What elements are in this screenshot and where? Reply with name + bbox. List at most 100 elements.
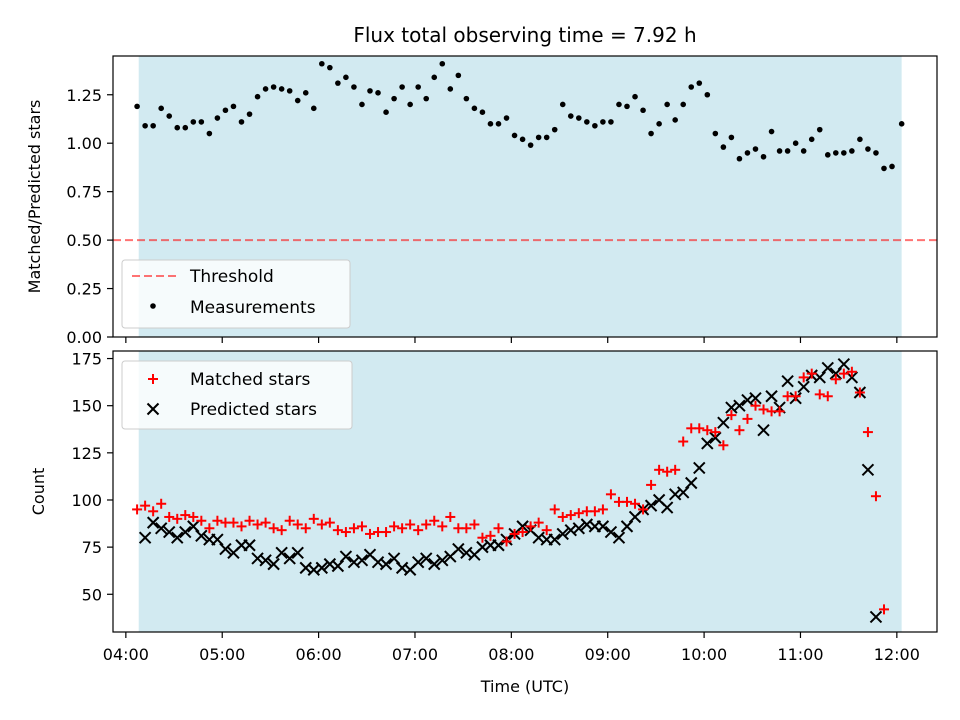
x-tick-label: 05:00	[199, 645, 245, 664]
predicted-star-point	[146, 516, 160, 529]
measurement-point	[567, 113, 574, 119]
bottom-axes-frame	[112, 350, 938, 633]
cross-b	[283, 552, 296, 565]
predicted-star-point	[709, 431, 722, 444]
predicted-star-point	[781, 374, 794, 388]
matched-star-point	[429, 515, 440, 526]
predicted-star-point	[556, 527, 569, 541]
measurement-point	[150, 122, 156, 129]
measurement-point	[696, 80, 703, 86]
measurement-point	[254, 93, 261, 100]
measurement-point	[768, 128, 775, 135]
cross-b	[749, 391, 762, 405]
bottom-x-ticks: 04:00 05:00 06:00 07:00 08:00 09:00 10:00 11:00…	[103, 632, 920, 664]
measurement-point	[367, 88, 373, 94]
predicted-star-point	[275, 546, 288, 559]
measurement-point	[495, 121, 502, 127]
matched-star-point	[340, 527, 351, 538]
cross-b	[765, 390, 778, 403]
cross-b	[315, 561, 329, 575]
matched-star-point	[132, 504, 143, 515]
predicted-star-point	[660, 501, 674, 514]
matched-star-point	[806, 368, 817, 379]
cross-b	[219, 542, 232, 556]
predicted-star-point	[837, 357, 851, 371]
matched-star-point	[750, 400, 761, 411]
top-y-ticks: 0.00 0.25 0.50 0.75 1.00 1.25	[66, 86, 113, 347]
measurement-point	[327, 64, 333, 71]
predicted-star-point	[604, 525, 618, 539]
measurement-point	[319, 60, 325, 67]
measurement-point	[849, 148, 855, 154]
measurement-point	[487, 121, 494, 127]
predicted-star-point	[138, 531, 152, 544]
measurement-point	[551, 126, 558, 133]
matched-star-point	[630, 498, 641, 509]
measurement-point	[222, 107, 229, 114]
bottom-legend: Matched stars Predicted stars	[121, 360, 353, 430]
measurement-point	[704, 91, 711, 98]
legend-predicted-label: Predicted stars	[190, 400, 317, 420]
matched-star-point	[356, 521, 367, 532]
matched-star-point	[734, 425, 745, 436]
cross-b	[652, 493, 666, 507]
predicted-star-point	[163, 525, 176, 539]
measurement-point	[278, 86, 285, 92]
cross-b	[452, 542, 465, 556]
measurement-point	[206, 130, 213, 137]
predicted-star-point	[267, 557, 280, 571]
matched-star-point	[268, 523, 279, 534]
predicted-star-point	[516, 520, 529, 533]
measurement-point	[407, 101, 413, 108]
matched-star-point	[830, 374, 841, 385]
cross-b	[339, 550, 353, 563]
bottom-y-axis-label: Count	[29, 468, 48, 516]
y-tick-label: 75	[82, 538, 102, 557]
top-axes-frame	[112, 55, 938, 338]
x-tick-label: 09:00	[585, 645, 631, 664]
cross-b	[612, 531, 626, 544]
predicted-star-point	[420, 552, 433, 565]
matched-star-point	[437, 521, 448, 532]
cross-b	[211, 533, 224, 546]
matched-star-point	[389, 521, 400, 532]
predicted-star-point	[243, 539, 256, 552]
measurement-point	[471, 105, 478, 112]
predicted-star-point	[283, 552, 296, 565]
matched-star-point	[276, 525, 287, 536]
measurement-point	[559, 101, 566, 108]
cross-b	[387, 552, 401, 565]
cross-b	[291, 546, 304, 559]
measurement-point	[543, 134, 550, 141]
measurement-point	[463, 95, 470, 102]
matched-star-point	[662, 466, 673, 477]
matched-star-point	[324, 517, 335, 528]
measurement-point	[262, 86, 269, 92]
matched-star-point	[348, 523, 359, 534]
top-y-axis-label: Matched/Predicted stars	[25, 100, 44, 294]
matched-star-point	[196, 515, 207, 526]
measurement-point	[624, 103, 630, 110]
matched-star-point	[421, 519, 432, 530]
legend-measurements-swatch	[150, 303, 156, 309]
matched-star-point	[605, 489, 616, 500]
y-tick-label: 1.00	[66, 134, 102, 153]
measurement-point	[592, 122, 598, 129]
bottom-legend-box	[121, 360, 353, 430]
measurement-point	[833, 150, 839, 156]
matched-star-point	[838, 368, 849, 379]
predicted-star-point	[821, 361, 834, 375]
matched-star-point	[878, 604, 889, 615]
matched-star-point	[461, 523, 472, 534]
matched-stars-points	[132, 366, 889, 615]
cross-b	[797, 380, 810, 394]
predicted-star-point	[379, 557, 393, 571]
matched-star-point	[485, 530, 496, 541]
matched-star-point	[646, 479, 657, 490]
cross-b	[187, 520, 200, 533]
matched-star-point	[621, 496, 632, 507]
cross-b	[420, 552, 433, 565]
legend-measurements-label: Measurements	[190, 298, 316, 318]
matched-star-point	[156, 498, 167, 509]
matched-star-point	[790, 391, 801, 402]
